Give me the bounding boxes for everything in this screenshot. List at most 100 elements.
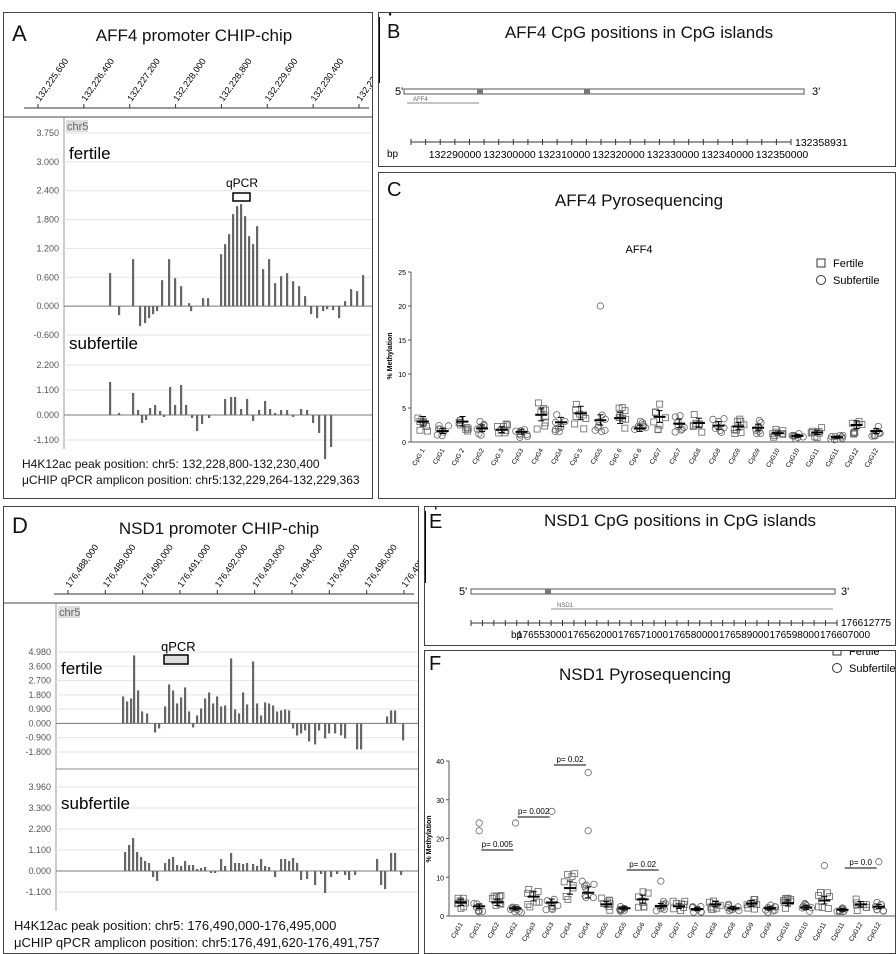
subfertile-track-bar bbox=[376, 859, 379, 871]
fertile-point bbox=[464, 427, 471, 435]
fertile-track-bar bbox=[188, 711, 191, 724]
fertile-track-bar bbox=[324, 723, 327, 739]
fertile-track-tick-label: 3.600 bbox=[28, 661, 51, 671]
chrom-label: chr5 bbox=[67, 121, 88, 133]
scale-position-label: 132350000 bbox=[756, 149, 809, 161]
scale-position-label: 132340000 bbox=[701, 149, 754, 161]
fertile-track-bar bbox=[144, 306, 147, 324]
fertile-track-bar bbox=[133, 655, 136, 724]
subfertile-track-bar bbox=[145, 415, 148, 420]
fertile-point bbox=[606, 906, 614, 914]
subfertile-point bbox=[755, 416, 763, 425]
fertile-point bbox=[654, 425, 662, 433]
subfertile-point bbox=[436, 425, 444, 433]
fertile-track-bar bbox=[338, 306, 341, 319]
panel-f: F NSD1 Pyrosequencing 0 10 20 30 40 % Methyla… bbox=[424, 650, 896, 954]
fertile-point bbox=[824, 905, 832, 912]
fertile-point bbox=[824, 889, 831, 897]
fertile-track-bar bbox=[298, 286, 301, 307]
fertile-track-bar bbox=[344, 723, 347, 739]
fertile-track-bar bbox=[207, 298, 210, 307]
subfertile-track-bar bbox=[140, 857, 143, 871]
five-prime-label: 5' bbox=[395, 86, 403, 98]
cpg-marker bbox=[545, 589, 551, 594]
subfertile-track-bar bbox=[220, 859, 223, 871]
panel-d-chart: 176,488,000 176,489,000 176,490,000 176,491… bbox=[4, 542, 418, 911]
subfertile-track-tick-label: -1.100 bbox=[25, 887, 51, 897]
subfertile-track-bar bbox=[174, 405, 177, 415]
coordinate-label: 132,230,400 bbox=[309, 56, 346, 103]
y-tick-label: 0 bbox=[440, 914, 444, 921]
subfertile-point bbox=[596, 302, 604, 310]
x-tick-label: CpG9 bbox=[728, 447, 743, 466]
fertile-track-bar bbox=[394, 710, 397, 724]
scale-position-label: 176553000 bbox=[517, 630, 567, 641]
y-tick-label: 40 bbox=[436, 759, 444, 766]
scale-end-label: 176612775 bbox=[841, 618, 891, 629]
subfertile-point bbox=[676, 412, 684, 420]
x-tick-label: CpG9 bbox=[759, 921, 774, 940]
fertile-point bbox=[650, 418, 658, 426]
coordinate-label: 132,226,400 bbox=[79, 56, 116, 103]
fertile-track-bar bbox=[139, 306, 142, 327]
fertile-track-bar bbox=[402, 723, 405, 741]
legend-fertile-marker bbox=[816, 258, 826, 268]
subfertile-track-bar bbox=[280, 859, 283, 871]
subfertile-track-bar bbox=[185, 405, 188, 415]
subfertile-track-bar bbox=[224, 399, 227, 415]
fertile-point bbox=[680, 901, 688, 908]
subfertile-track-bar bbox=[224, 866, 227, 871]
subfertile-track-tick-label: 3.960 bbox=[28, 782, 51, 792]
fertile-point bbox=[496, 900, 504, 907]
fertile-point bbox=[532, 898, 540, 906]
coordinate-label: 132,227,200 bbox=[125, 56, 162, 103]
cpg-island-bar bbox=[470, 588, 836, 595]
subfertile-track-bar bbox=[256, 866, 259, 871]
fertile-track-tick-label: 1.800 bbox=[28, 690, 51, 700]
fertile-track-bar bbox=[242, 692, 245, 724]
subfertile-track-tick-label: 2.200 bbox=[36, 360, 59, 370]
fertile-point bbox=[564, 870, 572, 878]
fertile-track-bar bbox=[234, 709, 237, 724]
fertile-track-bar bbox=[316, 306, 319, 319]
subfertile-point bbox=[720, 424, 728, 432]
x-tick-label: CpG8 bbox=[705, 921, 720, 940]
x-tick-label: CpG12 bbox=[844, 447, 861, 469]
subfertile-track-bar bbox=[264, 866, 267, 871]
fertile-track-bar bbox=[158, 723, 161, 729]
subfertile-track-bar bbox=[196, 415, 199, 431]
cpg-group-b-label: CpGs 7-12 bbox=[379, 13, 443, 16]
fertile-track-bar bbox=[310, 306, 313, 315]
subfertile-track-bar bbox=[180, 866, 183, 871]
fertile-track-bar bbox=[300, 723, 303, 734]
subfertile-point bbox=[582, 881, 590, 889]
subfertile-track-bar bbox=[292, 415, 295, 417]
subfertile-track-bar bbox=[380, 871, 383, 885]
panel-d-footer-2: μCHIP qPCR amplicon position: chr5:176,4… bbox=[14, 935, 380, 950]
fertile-point bbox=[416, 426, 424, 434]
subfertile-track-bar bbox=[318, 415, 321, 433]
scale-position-label: 176589000 bbox=[719, 630, 769, 641]
fertile-track-bar bbox=[236, 206, 239, 307]
fertile-point bbox=[852, 899, 860, 907]
subfertile-track-bar bbox=[314, 871, 317, 885]
panel-d-title: NSD1 promoter CHIP-chip bbox=[118, 519, 320, 538]
fertile-track-bar bbox=[196, 715, 199, 724]
fertile-track-bar bbox=[132, 259, 135, 307]
coordinate-label: 132,231,200 bbox=[354, 56, 373, 103]
p-value-label: p= 0.002 bbox=[518, 807, 550, 816]
y-tick-label: 5 bbox=[402, 406, 406, 413]
fertile-track-bar bbox=[190, 306, 193, 312]
coordinate-label: 132,228,800 bbox=[217, 56, 254, 103]
subfertile-track-tick-label: 0.000 bbox=[28, 866, 51, 876]
x-tick-label: CpG 6 bbox=[628, 447, 644, 467]
fertile-track-bar bbox=[292, 281, 295, 307]
fertile-point bbox=[572, 400, 580, 408]
fertile-track-bar bbox=[288, 710, 291, 724]
fertile-point bbox=[459, 894, 467, 902]
fertile-track-bar bbox=[161, 280, 164, 307]
y-tick-label: 0 bbox=[402, 440, 406, 447]
fertile-point bbox=[560, 878, 568, 886]
fertile-track-bar bbox=[274, 283, 277, 307]
subfertile-track-bar bbox=[274, 413, 277, 415]
